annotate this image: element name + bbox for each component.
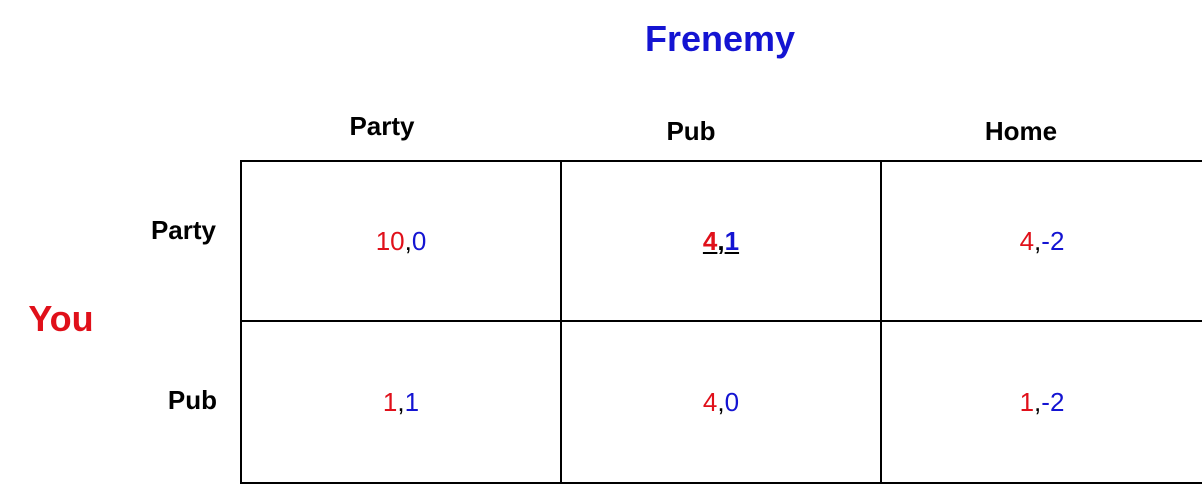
- you-payoff: 4: [1019, 225, 1035, 256]
- you-payoff: 1: [1019, 386, 1035, 417]
- payoff-separator: ,: [397, 386, 405, 417]
- payoff-cell-party-party: 10, 0: [242, 162, 562, 322]
- column-header-home: Home: [984, 116, 1058, 146]
- payoff-cell-party-home: 4, -2: [882, 162, 1202, 322]
- row-header-pub: Pub: [167, 385, 217, 415]
- you-payoff: 4: [702, 386, 718, 417]
- you-payoff: 1: [382, 386, 398, 417]
- payoff-separator: ,: [1034, 225, 1042, 256]
- payoff-matrix: 10, 0 4, 1 4, -2 1, 1 4, 0 1, -2: [240, 160, 1202, 484]
- frenemy-payoff: 0: [411, 225, 427, 256]
- frenemy-payoff: -2: [1041, 386, 1065, 417]
- frenemy-payoff: -2: [1041, 225, 1065, 256]
- row-player-label: You: [28, 298, 94, 339]
- payoff-separator: ,: [717, 225, 725, 256]
- payoff-cell-pub-home: 1, -2: [882, 322, 1202, 482]
- payoff-cell-party-pub: 4, 1: [562, 162, 882, 322]
- frenemy-payoff: 1: [724, 225, 740, 256]
- payoff-separator: ,: [404, 225, 412, 256]
- payoff-separator: ,: [1034, 386, 1042, 417]
- frenemy-payoff: 1: [404, 386, 420, 417]
- you-payoff: 4: [702, 225, 718, 256]
- column-player-label: Frenemy: [644, 18, 796, 59]
- you-payoff: 10: [375, 225, 405, 256]
- payoff-cell-pub-party: 1, 1: [242, 322, 562, 482]
- column-header-party: Party: [349, 111, 415, 141]
- row-header-party: Party: [150, 215, 216, 245]
- column-header-pub: Pub: [666, 116, 716, 146]
- payoff-separator: ,: [717, 386, 725, 417]
- payoff-cell-pub-pub: 4, 0: [562, 322, 882, 482]
- frenemy-payoff: 0: [724, 386, 740, 417]
